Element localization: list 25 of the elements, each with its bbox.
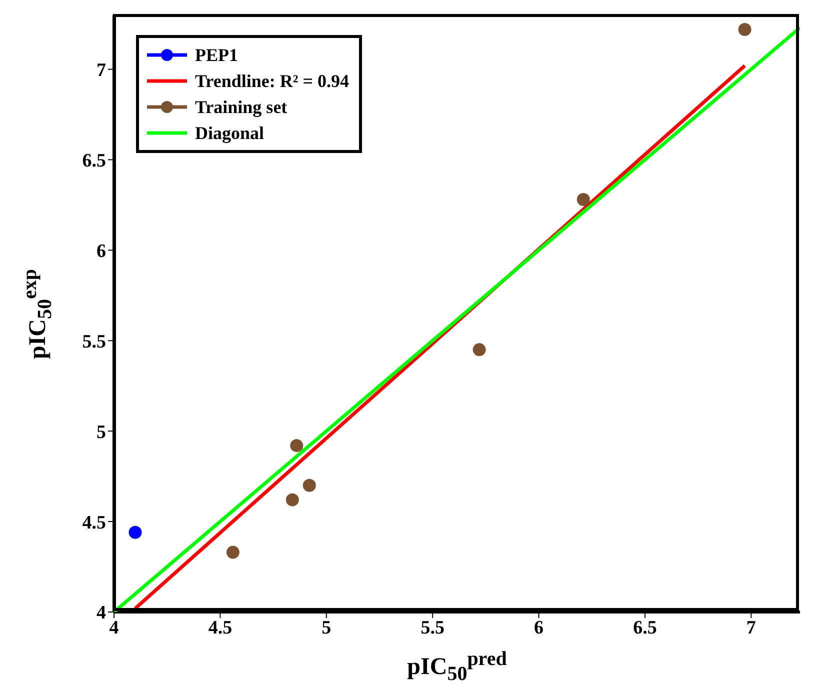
y-tick-label: 5.5 [82, 331, 106, 352]
x-tick-label: 5.5 [420, 617, 444, 638]
x-tick-label: 6 [534, 617, 544, 638]
point [290, 439, 304, 452]
point [128, 526, 142, 539]
x-tick-label: 7 [746, 617, 756, 638]
legend-label: Diagonal [195, 122, 264, 144]
x-tick-label: 6.5 [633, 617, 657, 638]
point [576, 193, 590, 206]
x-tick-label: 5 [322, 617, 332, 638]
point [302, 478, 316, 492]
legend-label: Training set [195, 96, 288, 118]
legend-label: PEP1 [195, 44, 238, 66]
y-tick-label: 4.5 [82, 512, 106, 534]
point [472, 343, 486, 356]
y-tick-label: 7 [96, 60, 106, 82]
x-tick-label: 4.5 [208, 617, 232, 638]
y-tick-label: 4 [96, 602, 106, 624]
y-tick-label: 5 [96, 422, 106, 443]
point [738, 22, 752, 36]
point [286, 493, 299, 506]
y-tick-label: 6 [96, 240, 106, 262]
point [226, 546, 240, 559]
y-tick-label: 6.5 [82, 150, 106, 172]
legend-label: Trendline: R² = 0.94 [195, 70, 349, 92]
